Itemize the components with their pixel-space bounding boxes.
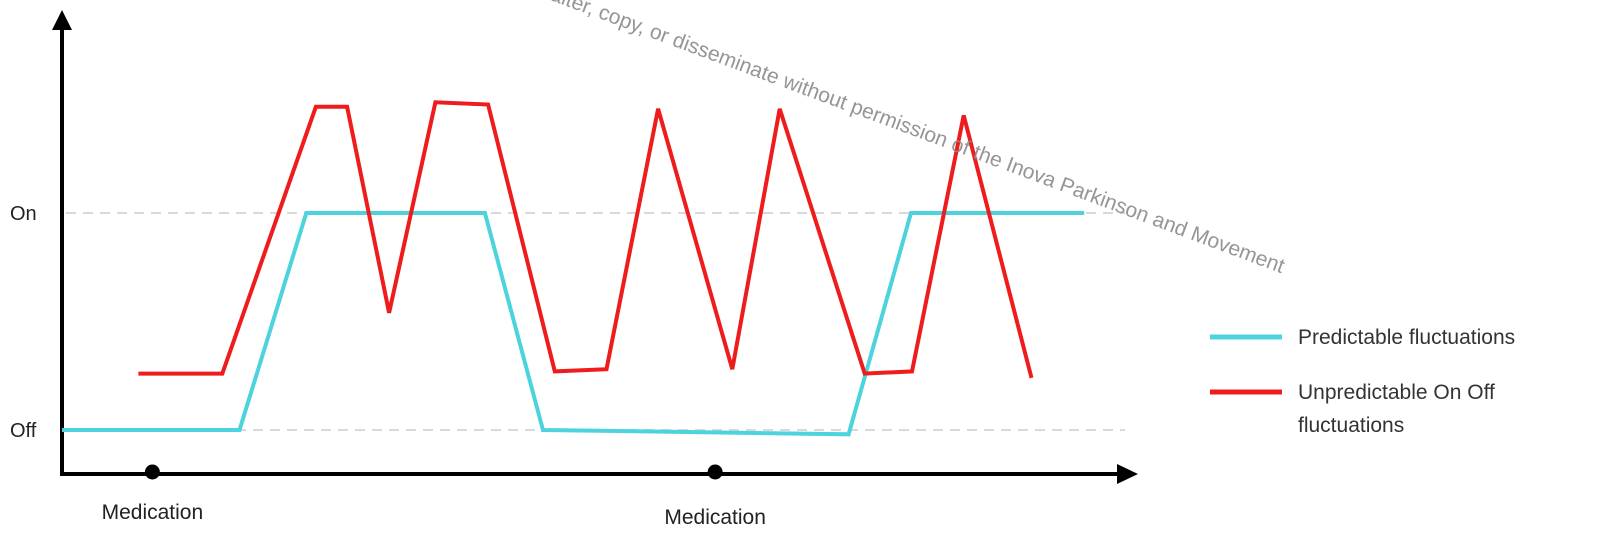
legend-label-1-line-1: fluctuations — [1298, 414, 1404, 437]
medication-events: Medication Medication — [102, 464, 766, 529]
medication-event-dot-1 — [707, 464, 723, 480]
legend: Predictable fluctuations Unpredictable On… — [1210, 326, 1515, 437]
series-line-1 — [138, 100, 1034, 379]
y-axis-arrowhead — [52, 10, 72, 30]
y-tick-labels: Off On — [10, 203, 37, 442]
series-line-0 — [62, 211, 1085, 437]
medication-event-dot-0 — [144, 464, 160, 480]
y-tick-label-on: On — [10, 203, 37, 225]
y-tick-label-off: Off — [10, 420, 37, 442]
legend-label-1-line-0: Unpredictable On Off — [1298, 381, 1495, 404]
series-lines — [62, 100, 1085, 437]
medication-event-label-0: Medication — [102, 501, 204, 524]
legend-label-0-line-0: Predictable fluctuations — [1298, 326, 1515, 349]
x-axis-arrowhead — [1117, 464, 1138, 484]
watermark-text: Kindly do not alter, copy, or disseminat… — [428, 0, 1288, 278]
medication-event-label-1: Medication — [664, 506, 766, 529]
grid-lines — [66, 212, 1125, 431]
